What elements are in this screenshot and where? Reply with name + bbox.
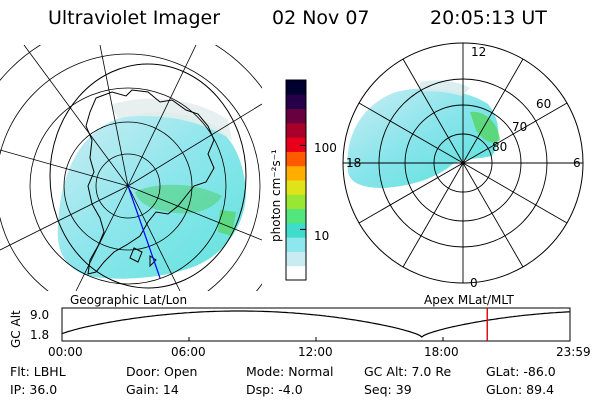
colorbar-ticks — [300, 144, 306, 230]
geo-meridian-grid — [0, 45, 262, 291]
mlat-label-60: 60 — [536, 97, 552, 111]
mlt-label-12: 12 — [471, 45, 487, 59]
orbit-xtick-label: 00:00 — [48, 345, 83, 359]
mlt-label-6: 6 — [573, 156, 581, 170]
apex-map — [342, 42, 584, 284]
orbit-ytick: 1.8 — [30, 328, 50, 342]
colorbar-segment — [286, 194, 306, 210]
orbit-ytick: 9.0 — [30, 308, 50, 322]
orbit-xtick-label: 06:00 — [171, 345, 206, 359]
apex-panel-label: Apex MLat/MLT — [424, 293, 514, 307]
geo-aurora-faint — [110, 98, 232, 140]
colorbar-tick-label: 10 — [314, 229, 330, 243]
sub-satellite-line — [127, 185, 161, 279]
colorbar — [285, 79, 307, 281]
earth-limb — [49, 63, 247, 289]
geographic-map — [0, 45, 262, 291]
geo-aurora-green — [135, 184, 222, 214]
orbit-xtick-label: 18:00 — [424, 345, 459, 359]
orbit-ylabel: GC Alt — [9, 310, 23, 348]
colorbar-segment — [286, 165, 306, 181]
mlt-label-18: 18 — [346, 156, 362, 170]
status-ip: IP: 36.0 — [10, 382, 58, 397]
geo-latitude-grid — [0, 45, 262, 291]
colorbar-tick-label: 100 — [314, 141, 337, 155]
mlat-label-70: 70 — [512, 120, 528, 134]
geo-panel-label: Geographic Lat/Lon — [70, 293, 188, 307]
colorbar-segment — [286, 180, 306, 195]
colorbar-segment — [286, 251, 306, 267]
page-title: Ultraviolet Imager — [48, 7, 221, 29]
status-mode: Mode: Normal — [246, 364, 334, 379]
colorbar-ramp — [286, 80, 306, 281]
colorbar-segment — [286, 222, 306, 238]
colorbar-segment — [286, 137, 306, 152]
colorbar-segment — [286, 151, 306, 167]
colorbar-segment — [286, 237, 306, 252]
status-gc-alt: GC Alt: 7.0 Re — [364, 364, 452, 379]
colorbar-segment — [286, 265, 306, 281]
orbit-xtick-label: 23:59 — [556, 345, 591, 359]
status-glon: GLon: 89.4 — [486, 382, 555, 397]
geo-aurora-edge — [218, 210, 236, 236]
colorbar-segment — [286, 80, 306, 95]
status-glat: GLat: -86.0 — [486, 364, 556, 379]
orbit-xtick-label: 12:00 — [298, 345, 333, 359]
mlt-label-0: 0 — [470, 276, 478, 290]
orbit-plot — [61, 307, 571, 342]
mlat-label-80: 80 — [492, 140, 508, 154]
status-filter: Flt: LBHL — [10, 364, 66, 379]
colorbar-segment — [286, 208, 306, 224]
colorbar-segment — [286, 108, 306, 124]
colorbar-segment — [286, 94, 306, 110]
status-seq: Seq: 39 — [364, 382, 412, 397]
status-door: Door: Open — [126, 364, 198, 379]
orbit-xticks — [61, 337, 571, 341]
apex-mlt-grid — [343, 43, 583, 283]
colorbar-unit: photon cm⁻²s⁻¹ — [269, 149, 283, 242]
status-gain: Gain: 14 — [126, 382, 179, 397]
date-label: 02 Nov 07 — [272, 7, 370, 29]
status-dsp: Dsp: -4.0 — [246, 382, 303, 397]
colorbar-segment — [286, 122, 306, 138]
apex-aurora-green — [470, 111, 500, 143]
altitude-curve — [61, 310, 571, 338]
coastline — [85, 89, 215, 275]
apex-aurora-region — [347, 88, 499, 188]
time-label: 20:05:13 UT — [430, 7, 547, 29]
